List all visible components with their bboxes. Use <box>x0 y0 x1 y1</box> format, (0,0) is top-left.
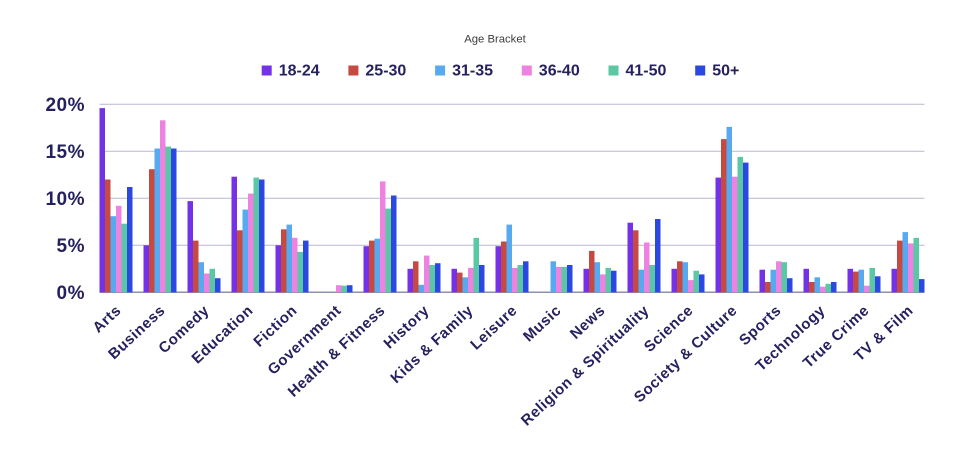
svg-text:18-24: 18-24 <box>279 63 320 80</box>
svg-text:50+: 50+ <box>712 63 739 80</box>
svg-text:Age Bracket: Age Bracket <box>464 33 526 45</box>
svg-text:36-40: 36-40 <box>539 63 580 80</box>
svg-text:15%: 15% <box>45 142 85 163</box>
svg-text:41-50: 41-50 <box>626 63 667 80</box>
svg-text:25-30: 25-30 <box>365 63 406 80</box>
svg-text:10%: 10% <box>45 189 85 210</box>
svg-text:0%: 0% <box>57 283 85 304</box>
svg-text:20%: 20% <box>45 95 85 116</box>
svg-text:5%: 5% <box>57 236 85 257</box>
svg-text:31-35: 31-35 <box>452 63 493 80</box>
